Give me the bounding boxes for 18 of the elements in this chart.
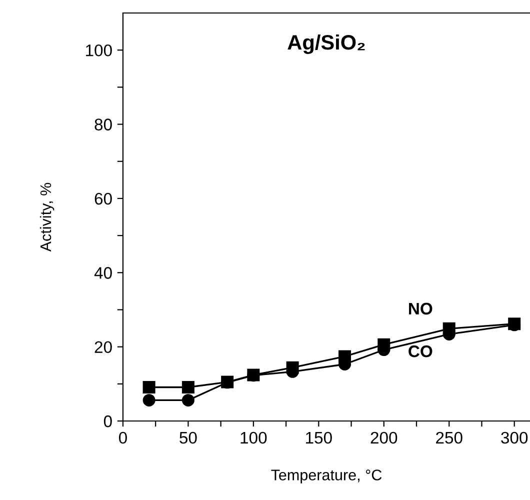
y-tick-label: 40 (94, 267, 112, 279)
x-tick-label: 50 (180, 432, 197, 444)
x-tick-label: 150 (306, 432, 332, 444)
y-axis-title: Activity, % (40, 182, 54, 252)
text: Ag/SiO₂ (288, 34, 365, 54)
x-tick-label: 300 (501, 432, 528, 444)
series-label: NO (409, 302, 432, 315)
y-tick-label: 80 (94, 118, 112, 130)
y-tick-label: 60 (94, 192, 112, 205)
x-tick-label: 200 (370, 432, 398, 444)
x-tick-label: 0 (118, 432, 127, 444)
y-tick-label: 100 (86, 44, 112, 56)
x-axis-title: Temperature, °C (271, 470, 382, 484)
y-tick-label: 20 (94, 341, 112, 354)
x-tick-label: 250 (436, 432, 462, 444)
x-tick-label: 100 (240, 432, 267, 444)
y-tick-label: 0 (104, 415, 112, 428)
series-label: CO (408, 345, 432, 358)
